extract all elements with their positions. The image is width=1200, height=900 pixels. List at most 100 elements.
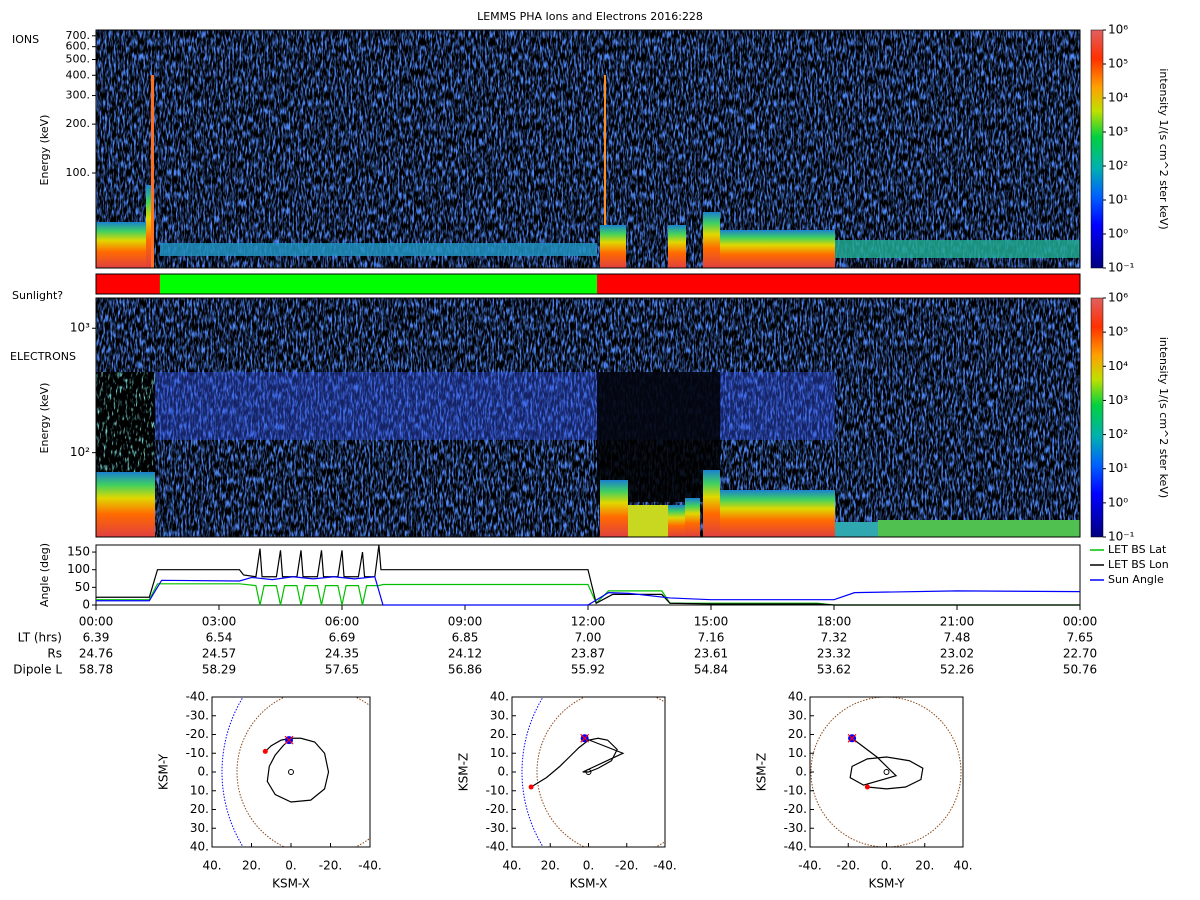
y-tick-label: 0. xyxy=(198,765,209,779)
x-tick-label: -20. xyxy=(615,859,638,873)
x-tick-label: 06:00 xyxy=(325,615,360,629)
y-tick-label: 200. xyxy=(66,117,91,130)
spectrogram-band xyxy=(96,472,155,537)
x-tick-label: 40. xyxy=(953,859,972,873)
y-tick-label: 20. xyxy=(190,802,209,816)
spectrogram-band xyxy=(703,212,720,268)
spectrogram-noise xyxy=(96,298,1080,537)
x-tick-label: 20. xyxy=(541,859,560,873)
colorbar-label: intensity 1/(s cm^2 ster keV) xyxy=(1157,68,1170,229)
y-tick-label: 500. xyxy=(66,53,91,66)
row-value: 6.39 xyxy=(83,631,110,645)
x-axis-label: KSM-Y xyxy=(868,877,905,891)
y-tick-label: 40. xyxy=(788,690,807,704)
legend-label: LET BS Lon xyxy=(1108,558,1169,571)
spectrogram-band xyxy=(600,225,626,268)
colorbar xyxy=(1090,297,1104,538)
panel-label: Sunlight? xyxy=(12,289,63,302)
x-tick-label: 0. xyxy=(881,859,892,873)
x-tick-label: 12:00 xyxy=(571,615,606,629)
colorbar-tick-label: 10⁵ xyxy=(1108,325,1128,339)
y-axis-label: KSM-Y xyxy=(157,753,171,790)
spectrogram-band xyxy=(151,75,154,268)
row-value: 22.70 xyxy=(1063,647,1097,661)
start-marker xyxy=(528,784,534,790)
row-value: 7.16 xyxy=(698,631,725,645)
start-marker xyxy=(262,748,268,754)
y-tick-label: -30. xyxy=(186,708,209,722)
panel-label: IONS xyxy=(12,33,39,46)
legend-label: Sun Angle xyxy=(1108,573,1164,586)
x-tick-label: -20. xyxy=(319,859,342,873)
x-tick-label: 20. xyxy=(242,859,261,873)
colorbar-tick-label: 10⁰ xyxy=(1108,227,1128,241)
y-tick-label: 0 xyxy=(82,598,90,612)
angle-line xyxy=(96,576,1081,606)
row-value: 55.92 xyxy=(571,663,605,677)
row-label: Rs xyxy=(47,647,62,661)
y-axis-label: Energy (keV) xyxy=(38,115,51,186)
colorbar-tick-label: 10⁴ xyxy=(1108,91,1128,105)
angle-line xyxy=(96,544,1080,606)
spectrogram-band xyxy=(878,520,1080,537)
colorbar-tick-label: 10² xyxy=(1108,427,1128,441)
trajectory xyxy=(530,737,625,788)
colorbar-tick-label: 10⁰ xyxy=(1108,495,1128,509)
y-tick-label: 600. xyxy=(66,40,91,53)
colorbar-tick-label: 10³ xyxy=(1108,393,1128,407)
trajectory xyxy=(849,737,924,790)
y-tick-label: 20. xyxy=(490,727,509,741)
row-value: 6.85 xyxy=(452,631,479,645)
spectrogram-band xyxy=(146,185,154,268)
row-value: 23.61 xyxy=(694,647,728,661)
colorbar-tick-label: 10⁶ xyxy=(1108,291,1128,305)
y-tick-label: -40. xyxy=(784,840,807,854)
x-tick-label: 0. xyxy=(583,859,594,873)
row-value: 24.35 xyxy=(325,647,359,661)
x-tick-label: 00:00 xyxy=(1063,615,1098,629)
y-tick-label: 20. xyxy=(788,727,807,741)
colorbar-tick-label: 10⁻¹ xyxy=(1108,261,1135,275)
row-value: 58.78 xyxy=(79,663,113,677)
y-tick-label: 30. xyxy=(788,708,807,722)
magnetopause xyxy=(810,697,962,847)
y-tick-label: -30. xyxy=(486,821,509,835)
plot-frame xyxy=(95,297,1081,538)
y-tick-label: 10. xyxy=(190,783,209,797)
row-label: Dipole L xyxy=(13,663,62,677)
magnetopause xyxy=(236,697,370,847)
legend-label: LET BS Lat xyxy=(1108,543,1167,556)
y-tick-label: 700. xyxy=(66,29,91,42)
colorbar-tick-label: 10³ xyxy=(1108,125,1128,139)
x-tick-label: -40. xyxy=(653,859,676,873)
chart-title: LEMMS PHA Ions and Electrons 2016:228 xyxy=(477,10,703,23)
spectrogram-band xyxy=(720,490,835,537)
x-tick-label: 15:00 xyxy=(694,615,729,629)
y-tick-label: 10. xyxy=(490,746,509,760)
row-value: 23.32 xyxy=(817,647,851,661)
x-tick-label: -20. xyxy=(837,859,860,873)
y-tick-label: -20. xyxy=(486,802,509,816)
sunlight-segment xyxy=(159,274,598,294)
row-value: 7.48 xyxy=(944,631,971,645)
spectrogram-band xyxy=(685,498,700,537)
row-value: 7.00 xyxy=(575,631,602,645)
spectrogram-band xyxy=(96,222,150,268)
spectrogram-band xyxy=(155,372,835,440)
row-value: 56.86 xyxy=(448,663,482,677)
y-tick-label: 150 xyxy=(67,545,90,559)
row-value: 54.84 xyxy=(694,663,728,677)
row-value: 24.76 xyxy=(79,647,113,661)
colorbar-label: intensity 1/(s cm^2 ster keV) xyxy=(1157,337,1170,498)
trajectory xyxy=(264,737,330,803)
row-value: 24.12 xyxy=(448,647,482,661)
y-tick-label: 100 xyxy=(67,562,90,576)
row-value: 24.57 xyxy=(202,647,236,661)
y-axis-label: Energy (keV) xyxy=(38,383,51,454)
sunlight-segment xyxy=(597,274,1080,294)
sunlight-segment xyxy=(96,274,160,294)
y-axis-label: KSM-Z xyxy=(755,753,769,791)
colorbar-tick-label: 10¹ xyxy=(1108,461,1128,475)
x-axis-label: KSM-X xyxy=(570,877,608,891)
